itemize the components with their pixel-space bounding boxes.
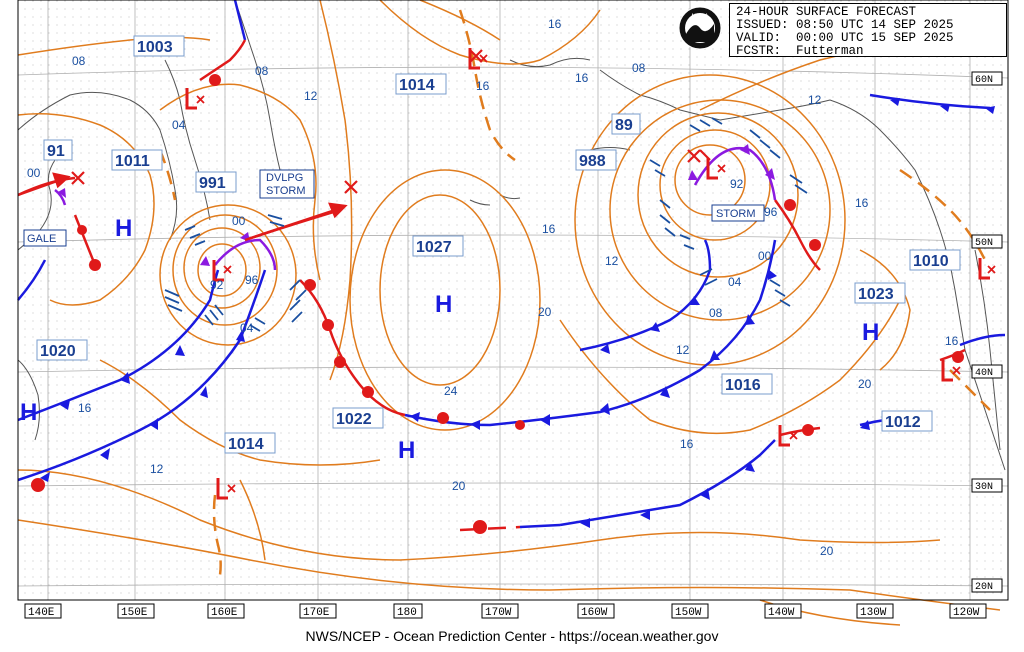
pressure-label: 1020 xyxy=(40,343,76,360)
cold-front-barbs xyxy=(40,98,995,528)
isobar-label: 12 xyxy=(605,254,619,268)
product-title: 24-HOUR SURFACE FORECAST xyxy=(736,5,917,19)
pressure-label: 988 xyxy=(579,153,606,170)
gale-warning: GALE xyxy=(27,233,56,245)
map-background xyxy=(18,0,1008,600)
longitude-label: 140E xyxy=(28,607,55,619)
forecast-header: 24-HOUR SURFACE FORECAST ISSUED: 08:50 U… xyxy=(729,3,1007,58)
high-symbol: H xyxy=(20,399,37,426)
forecaster-label: FCSTR: xyxy=(736,44,782,58)
isobar-label: 08 xyxy=(632,61,646,75)
isobar-label: 92 xyxy=(730,177,744,191)
high-symbol: H xyxy=(435,291,452,318)
pressure-label: 91 xyxy=(47,143,65,160)
latitude-label: 30N xyxy=(975,482,993,493)
longitude-label: 140W xyxy=(768,607,795,619)
isobar-label: 04 xyxy=(172,118,186,132)
pressure-label: 1023 xyxy=(858,286,894,303)
isobar-label: 12 xyxy=(676,343,690,357)
longitude-label: 160E xyxy=(211,607,238,619)
longitude-label: 130W xyxy=(860,607,887,619)
high-symbol: H xyxy=(398,437,415,464)
isobar-label: 16 xyxy=(855,196,869,210)
forecaster-name: Futterman xyxy=(796,44,864,58)
isobar-label: 16 xyxy=(78,401,92,415)
low-symbols xyxy=(185,48,990,500)
isobar-label: 20 xyxy=(452,479,466,493)
isobar-label: 16 xyxy=(476,79,490,93)
low-x-small xyxy=(196,54,996,493)
pressure-label: 1014 xyxy=(399,77,435,94)
valid-time: 00:00 UTC 15 SEP 2025 xyxy=(796,31,954,45)
isobars xyxy=(17,0,1001,626)
longitude-label: 180 xyxy=(397,607,417,619)
map-frame xyxy=(17,0,1009,601)
isobar-label: 00 xyxy=(27,166,41,180)
stationary-front-dash xyxy=(459,523,561,532)
valid-line: VALID: 00:00 UTC 15 SEP 2025 xyxy=(736,32,1000,45)
isobar-label: 96 xyxy=(764,205,778,219)
pressure-label: 1003 xyxy=(137,39,173,56)
isobar-label: 16 xyxy=(542,222,556,236)
isobar-label: 08 xyxy=(72,54,86,68)
longitude-label: 160W xyxy=(581,607,608,619)
pressure-label: 1027 xyxy=(416,239,452,256)
latitude-label: 40N xyxy=(975,368,993,379)
isobar-label: 12 xyxy=(150,462,164,476)
pressure-label: 991 xyxy=(199,175,226,192)
longitude-label: 170W xyxy=(485,607,512,619)
isobar-label: 16 xyxy=(575,71,589,85)
isobar-label: 00 xyxy=(758,249,772,263)
pressure-label: 1022 xyxy=(336,411,372,428)
storm-track-arrows xyxy=(17,172,348,242)
forecaster-line: FCSTR: Futterman xyxy=(736,45,1000,58)
latitude-label: 20N xyxy=(975,582,993,593)
dvlpg-label: DVLPG xyxy=(266,172,303,184)
longitude-label: 170E xyxy=(303,607,330,619)
longitude-label: 150W xyxy=(675,607,702,619)
pressure-label: 1010 xyxy=(913,253,949,270)
latitude-label: 50N xyxy=(975,238,993,249)
isobar-label: 12 xyxy=(808,93,822,107)
high-symbol: H xyxy=(862,319,879,346)
isobar-label: 16 xyxy=(548,17,562,31)
issued-label: ISSUED: xyxy=(736,18,789,32)
high-symbols: H H H H H xyxy=(20,215,879,464)
isobar-label: 20 xyxy=(858,377,872,391)
isobar-label: 16 xyxy=(945,334,959,348)
high-symbol: H xyxy=(115,215,132,242)
footer-credit: NWS/NCEP - Ocean Prediction Center - htt… xyxy=(305,628,719,644)
pressure-label: 1011 xyxy=(115,153,150,170)
issued-time: 08:50 UTC 14 SEP 2025 xyxy=(796,18,954,32)
warm-front-bumps xyxy=(31,74,964,534)
valid-label: VALID: xyxy=(736,31,782,45)
isobar-label: 96 xyxy=(245,273,259,287)
pressure-label: 89 xyxy=(615,117,633,134)
isobar-label: 04 xyxy=(728,275,742,289)
low-position-markers xyxy=(71,49,711,194)
isobar-label: 20 xyxy=(538,305,552,319)
dvlpg-storm-label: STORM xyxy=(266,185,306,197)
isobar-label: 00 xyxy=(232,214,246,228)
isobar-label: 12 xyxy=(304,89,318,103)
storm-warning: STORM xyxy=(716,208,756,220)
pressure-label: 1014 xyxy=(228,436,264,453)
latitude-label: 60N xyxy=(975,75,993,86)
isobar-label: 04 xyxy=(240,321,254,335)
isobar-label: 20 xyxy=(820,544,834,558)
isobar-label: 16 xyxy=(680,437,694,451)
isobar-label: 08 xyxy=(255,64,269,78)
noaa-logo-text: NOAA xyxy=(691,14,708,20)
longitude-label: 120W xyxy=(953,607,980,619)
isobar-label: 08 xyxy=(709,306,723,320)
pressure-label: 1016 xyxy=(725,377,761,394)
isobar-label: 24 xyxy=(444,384,458,398)
issued-line: ISSUED: 08:50 UTC 14 SEP 2025 xyxy=(736,19,1000,32)
wind-barbs xyxy=(164,117,808,332)
noaa-logo: NOAA xyxy=(678,6,722,50)
isobar-label: 92 xyxy=(210,278,224,292)
longitude-label: 150E xyxy=(121,607,148,619)
pressure-label: 1012 xyxy=(885,414,921,431)
